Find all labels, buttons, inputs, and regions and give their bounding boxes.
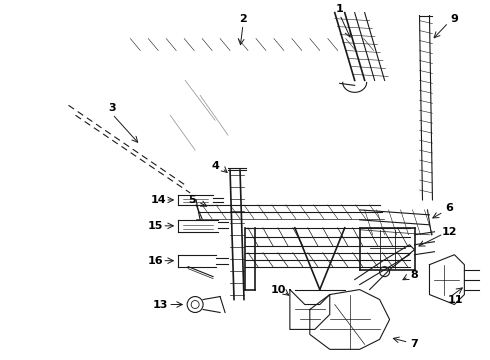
Text: 12: 12 [441,227,457,237]
Text: 5: 5 [188,195,196,205]
Text: 2: 2 [239,14,247,24]
Text: 3: 3 [109,103,116,113]
Text: 15: 15 [147,221,163,231]
Text: 16: 16 [147,256,163,266]
Text: 11: 11 [448,294,463,305]
Text: 14: 14 [150,195,166,205]
Text: 4: 4 [211,161,219,171]
Text: 10: 10 [270,284,286,294]
Text: 9: 9 [450,14,458,24]
Text: 8: 8 [411,270,418,280]
Text: 1: 1 [336,4,343,14]
Text: 6: 6 [445,203,453,213]
Text: 7: 7 [411,339,418,349]
Text: 13: 13 [152,300,168,310]
